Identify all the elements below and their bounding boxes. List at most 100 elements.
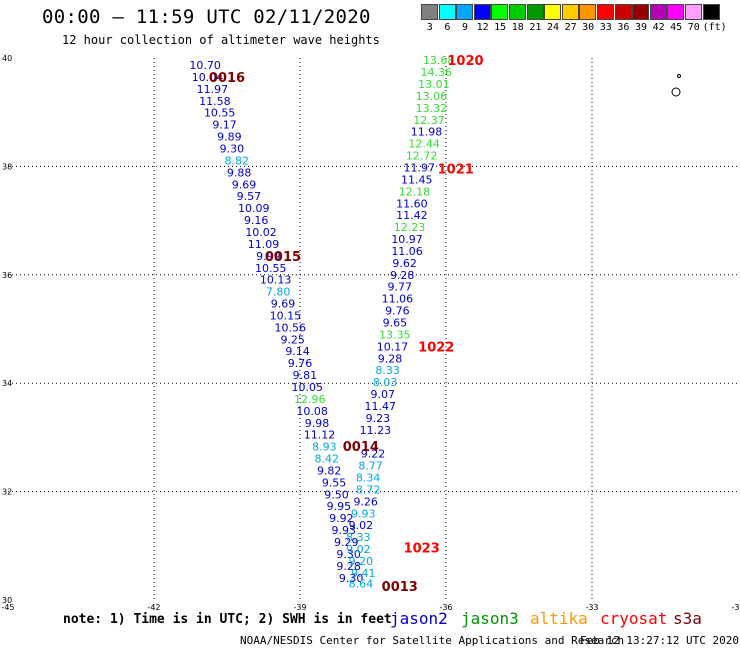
pass-time-label: 0015 (265, 250, 301, 265)
islet-outline (677, 74, 681, 78)
wave-height-label: 9.77 (388, 281, 413, 294)
lat-tick-label: 32 (2, 488, 12, 497)
legend-level-label: 15 (494, 22, 507, 33)
legend-level-label: 39 (634, 22, 647, 33)
wave-height-label: 9.28 (378, 352, 403, 365)
wave-height-label: 9.07 (370, 388, 395, 401)
pass-time-label: 1020 (447, 54, 483, 69)
legend-level-label: 24 (546, 22, 559, 33)
wave-height-label: 11.12 (304, 429, 336, 442)
lat-tick-label: 34 (2, 379, 12, 388)
wave-height-label: 10.02 (245, 226, 277, 239)
pass-time-label: 1023 (404, 541, 440, 556)
wave-height-label: 10.04 (192, 71, 224, 84)
wave-height-label: 9.20 (349, 555, 374, 568)
legend-swatch (456, 4, 474, 20)
lat-tick-label: 36 (2, 271, 12, 280)
wave-height-label: 9.88 (227, 166, 252, 179)
wave-height-label: 14.36 (421, 66, 453, 79)
wave-height-label: 9.65 (383, 316, 408, 329)
legend-level-label: 70 (687, 22, 700, 33)
lon-tick-label: -45 (1, 603, 14, 612)
wave-height-label: 9.02 (349, 519, 374, 532)
wave-height-label: 13.06 (416, 90, 448, 103)
legend-swatch (685, 4, 702, 20)
legend-level-label: 21 (529, 22, 542, 33)
legend-swatch (509, 4, 526, 20)
wave-height-label: 9.17 (212, 119, 237, 132)
pass-time-label: 0016 (209, 71, 245, 86)
wave-height-label: 8.33 (375, 364, 400, 377)
legend-swatch (473, 4, 491, 20)
wave-height-label: 10.17 (377, 340, 409, 353)
wave-height-label: 8.33 (346, 531, 371, 544)
wave-height-label: 13.35 (379, 328, 411, 341)
satellite-altika: altika (530, 609, 588, 628)
wave-height-label: 8.34 (356, 472, 381, 485)
wave-height-label: 11.23 (360, 424, 392, 437)
wave-height-label: 9.69 (271, 298, 296, 311)
legend-swatch (649, 4, 667, 20)
wave-height-label: 10.97 (391, 233, 423, 246)
map-subtitle: 12 hour collection of altimeter wave hei… (62, 33, 380, 47)
wave-height-label: 9.69 (232, 178, 257, 191)
wave-height-label: 9.82 (317, 464, 342, 477)
wave-height-label: 9.23 (366, 412, 391, 425)
legend-swatch (597, 4, 614, 20)
wave-height-label: 10.08 (296, 405, 328, 418)
legend-level-label: 36 (617, 22, 630, 33)
wave-height-label: 9.50 (324, 488, 349, 501)
lon-tick-label: -42 (147, 603, 160, 612)
wave-height-label: 9.28 (336, 560, 361, 573)
lon-tick-label: -33 (585, 603, 598, 612)
wave-height-label: 9.81 (293, 369, 318, 382)
wave-height-label: 12.96 (294, 393, 326, 406)
wave-height-label: 13.68 (423, 54, 455, 67)
legend-level-label: (ft) (702, 22, 727, 33)
wave-height-label: 11.58 (199, 95, 231, 108)
wave-height-label: 9.16 (244, 214, 269, 227)
satellite-cryosat: cryosat (600, 609, 668, 628)
wave-height-label: 9.30 (339, 572, 364, 585)
wave-height-label: 11.09 (248, 238, 280, 251)
wave-height-label: 10.05 (292, 381, 324, 394)
wave-height-label: 9.98 (305, 417, 330, 430)
legend-swatch (614, 4, 632, 20)
lon-tick-label: -36 (439, 603, 452, 612)
wave-height-label: 11.97 (197, 83, 229, 96)
legend-level-label: 33 (599, 22, 612, 33)
pass-time-label: 0014 (343, 440, 379, 455)
legend-level-label: 3 (426, 22, 433, 33)
legend-swatch (526, 4, 544, 20)
wave-height-label: 9.30 (220, 143, 245, 156)
legend-level-label: 45 (670, 22, 683, 33)
wave-height-label: 9.62 (392, 257, 417, 270)
wave-height-label: 10.09 (238, 202, 270, 215)
legend-level-label: 12 (476, 22, 489, 33)
legend-swatch (667, 4, 685, 20)
note-text: note: 1) Time is in UTC; 2) SWH is in fe… (63, 612, 392, 627)
wave-height-label: 9.41 (351, 567, 376, 580)
wave-height-label: 9.99 (256, 250, 281, 263)
wave-height-label: 11.47 (365, 400, 397, 413)
wave-height-label: 11.42 (396, 209, 428, 222)
legend-level-label: 18 (511, 22, 524, 33)
legend-level-label: 27 (564, 22, 577, 33)
wave-height-label: 13.01 (418, 78, 450, 91)
wave-height-label: 10.70 (189, 59, 221, 72)
wave-height-label: 12.23 (394, 221, 426, 234)
legend-swatch (702, 4, 720, 20)
wave-height-label: 10.15 (270, 309, 302, 322)
legend-swatch (438, 4, 456, 20)
pass-time-label: 1021 (438, 163, 474, 178)
legend-swatch (421, 4, 438, 20)
legend-swatch (632, 4, 650, 20)
wave-height-label: 8.82 (224, 154, 249, 167)
wave-height-label: 11.60 (396, 197, 428, 210)
wave-height-label: 9.14 (285, 345, 310, 358)
satellite-s3a: s3a (673, 609, 702, 628)
pass-time-label: 0013 (382, 580, 418, 595)
legend-level-label: 30 (582, 22, 595, 33)
map-title: 00:00 – 11:59 UTC 02/11/2020 (42, 6, 371, 28)
wave-height-label: 10.13 (260, 274, 292, 287)
